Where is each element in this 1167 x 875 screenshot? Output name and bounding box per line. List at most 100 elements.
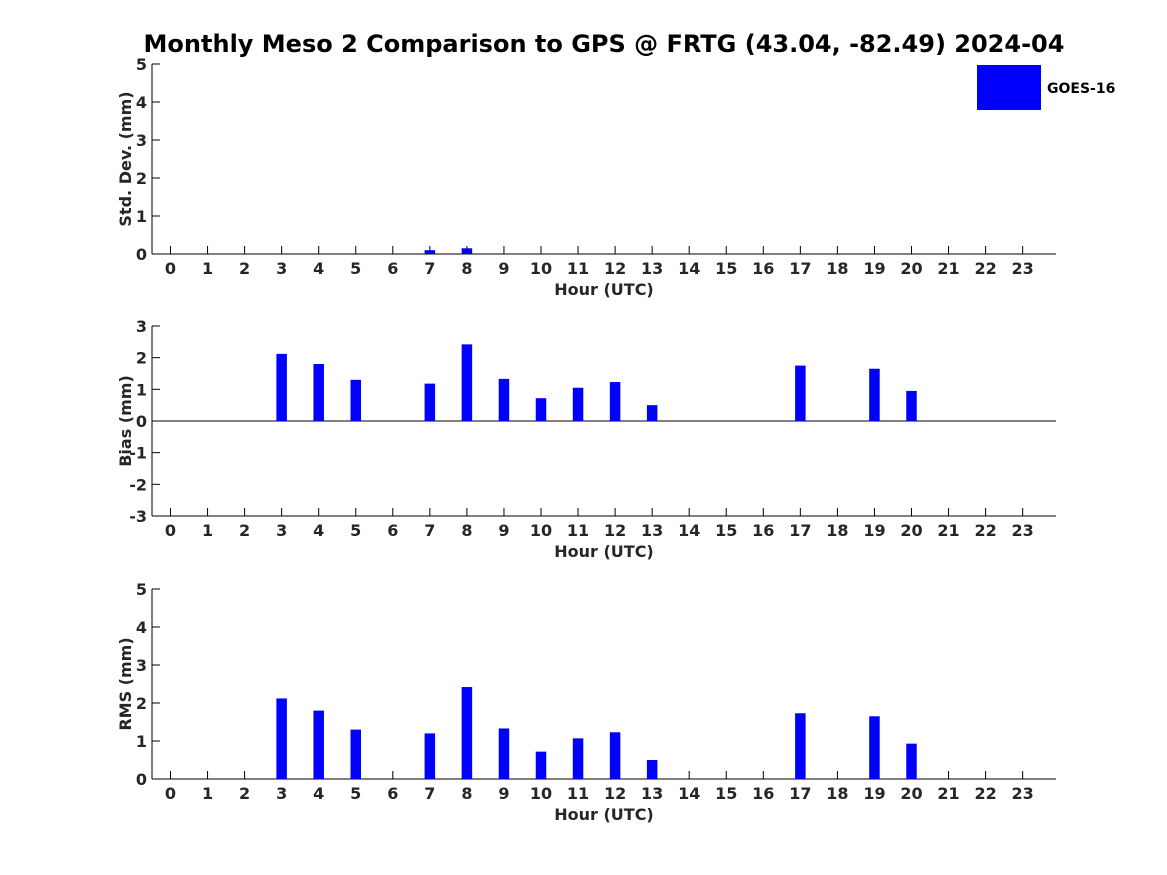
bar-hour-8 [461, 344, 473, 421]
legend-swatch [977, 65, 1041, 110]
y-tick-label: -3 [129, 507, 147, 526]
y-tick-label: 4 [136, 618, 147, 637]
x-tick-label: 17 [789, 521, 811, 540]
chart-title: Monthly Meso 2 Comparison to GPS @ FRTG … [144, 30, 1065, 58]
x-tick-label: 1 [202, 259, 213, 278]
bar-hour-10 [535, 398, 547, 421]
x-tick-label: 14 [678, 521, 700, 540]
x-tick-label: 14 [678, 784, 700, 803]
bar-hour-11 [572, 738, 584, 779]
x-tick-label: 13 [641, 784, 663, 803]
bar-hour-7 [424, 383, 436, 421]
x-tick-label: 6 [387, 521, 398, 540]
y-tick-label: 4 [136, 93, 147, 112]
x-tick-label: 21 [937, 521, 959, 540]
bar-hour-19 [869, 368, 880, 421]
bar-hour-10 [535, 751, 547, 779]
y-tick-label: 1 [136, 380, 147, 399]
x-tick-label: 15 [715, 521, 737, 540]
bar-hour-5 [350, 729, 361, 779]
x-tick-label: 20 [900, 521, 922, 540]
x-tick-label: 9 [498, 784, 509, 803]
x-tick-label: 15 [715, 784, 737, 803]
bar-hour-4 [313, 710, 324, 779]
x-tick-label: 1 [202, 784, 213, 803]
x-tick-label: 8 [461, 784, 472, 803]
bar-hour-8 [461, 687, 473, 779]
x-tick-label: 18 [826, 784, 848, 803]
x-tick-label: 12 [604, 259, 626, 278]
bar-hour-4 [313, 364, 324, 421]
x-tick-label: 12 [604, 521, 626, 540]
x-tick-label: 2 [239, 259, 250, 278]
x-tick-label: 9 [498, 259, 509, 278]
x-axis-label: Hour (UTC) [554, 280, 654, 299]
bar-hour-9 [498, 728, 510, 779]
bar-hour-11 [572, 387, 584, 421]
y-tick-label: 2 [136, 349, 147, 368]
x-tick-label: 9 [498, 521, 509, 540]
y-tick-label: 5 [136, 580, 147, 599]
bar-hour-13 [646, 405, 658, 421]
x-tick-label: 5 [350, 259, 361, 278]
y-tick-label: 3 [136, 656, 147, 675]
bar-hour-5 [350, 379, 361, 421]
x-tick-label: 7 [424, 784, 435, 803]
bar-hour-3 [276, 353, 287, 421]
x-tick-label: 8 [461, 521, 472, 540]
x-axis-label: Hour (UTC) [554, 805, 654, 824]
bar-hour-20 [906, 743, 917, 779]
x-tick-label: 19 [863, 784, 885, 803]
bar-hour-9 [498, 378, 510, 421]
x-tick-label: 0 [165, 521, 176, 540]
legend-label: GOES-16 [1047, 81, 1115, 97]
x-tick-label: 17 [789, 259, 811, 278]
x-tick-label: 10 [530, 521, 552, 540]
x-tick-label: 22 [974, 521, 996, 540]
x-tick-label: 3 [276, 521, 287, 540]
x-tick-label: 21 [937, 784, 959, 803]
x-tick-label: 8 [461, 259, 472, 278]
legend: GOES-16 [977, 65, 1115, 110]
x-tick-label: 11 [567, 784, 589, 803]
x-tick-label: 2 [239, 784, 250, 803]
x-tick-label: 23 [1012, 784, 1034, 803]
bar-hour-7 [424, 250, 436, 254]
bar-hour-7 [424, 733, 436, 779]
x-tick-label: 3 [276, 784, 287, 803]
bar-hour-17 [795, 713, 806, 779]
x-tick-label: 15 [715, 259, 737, 278]
x-tick-label: 6 [387, 784, 398, 803]
x-tick-label: 4 [313, 521, 324, 540]
y-tick-label: 0 [136, 412, 147, 431]
bar-hour-8 [461, 248, 473, 254]
x-tick-label: 13 [641, 259, 663, 278]
bar-hour-12 [609, 382, 621, 421]
x-tick-label: 5 [350, 784, 361, 803]
x-tick-label: 6 [387, 259, 398, 278]
x-tick-label: 10 [530, 784, 552, 803]
x-tick-label: 12 [604, 784, 626, 803]
x-tick-label: 16 [752, 784, 774, 803]
bar-hour-20 [906, 390, 917, 421]
x-tick-label: 20 [900, 784, 922, 803]
x-tick-label: 0 [165, 259, 176, 278]
x-tick-label: 2 [239, 521, 250, 540]
x-tick-label: 1 [202, 521, 213, 540]
x-tick-label: 18 [826, 521, 848, 540]
x-tick-label: 4 [313, 784, 324, 803]
y-tick-label: 3 [136, 131, 147, 150]
x-tick-label: 19 [863, 521, 885, 540]
x-tick-label: 17 [789, 784, 811, 803]
x-tick-label: 11 [567, 521, 589, 540]
y-tick-label: 2 [136, 694, 147, 713]
x-tick-label: 22 [974, 259, 996, 278]
y-tick-label: -1 [129, 444, 147, 463]
y-tick-label: 1 [136, 207, 147, 226]
y-axis-label: Std. Dev. (mm) [116, 91, 135, 226]
x-tick-label: 7 [424, 521, 435, 540]
